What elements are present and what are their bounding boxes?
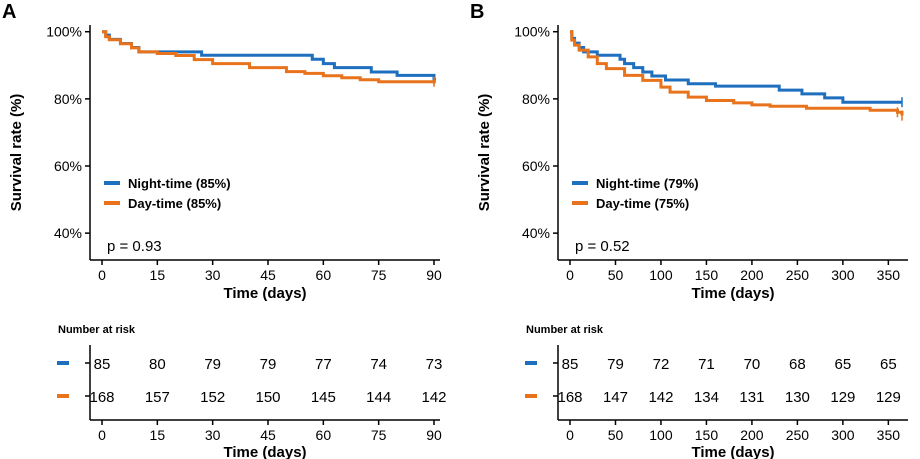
y-tick-label: 40% <box>54 225 82 241</box>
risk-count: 157 <box>145 389 170 406</box>
legend-label-0: Night-time (85%) <box>128 176 231 191</box>
risk-count: 131 <box>739 389 764 406</box>
y-tick-label: 80% <box>54 91 82 107</box>
risk-x-tick-label: 30 <box>205 427 221 443</box>
legend: Night-time (79%) Day-time (75%) <box>572 176 699 211</box>
x-tick-label: 150 <box>695 267 719 283</box>
risk-x-tick-label: 45 <box>260 427 276 443</box>
risk-count: 77 <box>315 356 332 373</box>
risk-count: 168 <box>557 389 582 406</box>
y-tick-label: 60% <box>54 158 82 174</box>
y-tick-label: 40% <box>522 225 550 241</box>
km-curve-series-1 <box>102 30 436 84</box>
risk-count: 168 <box>89 389 114 406</box>
x-tick-label: 50 <box>608 267 624 283</box>
risk-x-tick-label: 100 <box>649 427 673 443</box>
risk-count: 79 <box>204 356 221 373</box>
x-tick-label: 75 <box>371 267 387 283</box>
risk-x-tick-label: 250 <box>786 427 810 443</box>
panel-b: B 40% 60% 80% 100% 0 50 100 150 200 250 300 350 Time … <box>470 1 908 459</box>
p-value: p = 0.93 <box>107 238 162 255</box>
risk-count: 79 <box>607 356 624 373</box>
risk-x-tick-label: 75 <box>371 427 387 443</box>
risk-x-tick-label: 300 <box>831 427 855 443</box>
x-tick-label: 30 <box>205 267 221 283</box>
x-tick-label: 100 <box>649 267 673 283</box>
risk-count: 129 <box>830 389 855 406</box>
risk-x-axis-title: Time (days) <box>223 444 306 459</box>
risk-count: 134 <box>694 389 719 406</box>
risk-count: 72 <box>653 356 670 373</box>
p-value: p = 0.52 <box>575 238 630 255</box>
legend-label-0: Night-time (79%) <box>596 176 699 191</box>
risk-count: 80 <box>149 356 166 373</box>
risk-table-title: Number at risk <box>526 324 604 336</box>
risk-count: 79 <box>260 356 277 373</box>
risk-count: 73 <box>426 356 443 373</box>
risk-count: 142 <box>648 389 673 406</box>
legend-label-1: Day-time (85%) <box>128 196 221 211</box>
risk-x-tick-label: 90 <box>426 427 442 443</box>
km-curve-series-1 <box>570 30 904 116</box>
risk-count: 130 <box>785 389 810 406</box>
x-tick-label: 0 <box>566 267 574 283</box>
y-tick-label: 100% <box>46 24 82 40</box>
x-tick-label: 350 <box>877 267 901 283</box>
y-tick-label: 60% <box>522 158 550 174</box>
risk-count: 129 <box>876 389 901 406</box>
risk-count: 144 <box>366 389 391 406</box>
risk-table: Number at risk 85 79 72 71 70 68 65 65 168 147 142 1… <box>525 324 908 459</box>
risk-x-tick-label: 15 <box>150 427 166 443</box>
x-tick-label: 250 <box>786 267 810 283</box>
risk-count: 85 <box>94 356 111 373</box>
x-axis-title: Time (days) <box>691 285 774 302</box>
risk-count: 68 <box>789 356 806 373</box>
risk-count: 65 <box>835 356 852 373</box>
km-curve-series-0 <box>102 30 436 81</box>
risk-count: 147 <box>603 389 628 406</box>
panel-a: A 40% 60% 80% 100% 0 15 30 45 60 75 90 Time (days) Su… <box>2 1 447 459</box>
risk-count: 65 <box>880 356 897 373</box>
risk-x-tick-label: 150 <box>695 427 719 443</box>
x-axis-title: Time (days) <box>223 285 306 302</box>
x-tick-label: 45 <box>260 267 276 283</box>
x-tick-label: 60 <box>316 267 332 283</box>
km-curve-series-0 <box>570 30 902 104</box>
panel-label: A <box>2 1 16 23</box>
y-axis-title: Survival rate (%) <box>476 94 493 212</box>
risk-x-tick-label: 0 <box>98 427 106 443</box>
risk-count: 70 <box>744 356 761 373</box>
risk-count: 85 <box>562 356 579 373</box>
y-tick-label: 100% <box>514 24 550 40</box>
panel-label: B <box>470 1 484 23</box>
y-tick-label: 80% <box>522 91 550 107</box>
risk-x-tick-label: 60 <box>316 427 332 443</box>
risk-x-tick-label: 200 <box>740 427 764 443</box>
x-tick-label: 200 <box>740 267 764 283</box>
risk-count: 74 <box>370 356 387 373</box>
x-tick-label: 90 <box>426 267 442 283</box>
legend-label-1: Day-time (75%) <box>596 196 689 211</box>
y-axis-title: Survival rate (%) <box>8 94 25 212</box>
risk-count: 150 <box>255 389 280 406</box>
x-tick-label: 15 <box>150 267 166 283</box>
risk-x-tick-label: 350 <box>877 427 901 443</box>
risk-x-tick-label: 0 <box>566 427 574 443</box>
risk-table-title: Number at risk <box>58 324 136 336</box>
risk-count: 71 <box>698 356 715 373</box>
legend: Night-time (85%) Day-time (85%) <box>104 176 231 211</box>
risk-count: 145 <box>311 389 336 406</box>
risk-count: 142 <box>421 389 446 406</box>
x-tick-label: 0 <box>98 267 106 283</box>
risk-count: 152 <box>200 389 225 406</box>
risk-x-axis-title: Time (days) <box>691 444 774 459</box>
risk-x-tick-label: 50 <box>608 427 624 443</box>
x-tick-label: 300 <box>831 267 855 283</box>
